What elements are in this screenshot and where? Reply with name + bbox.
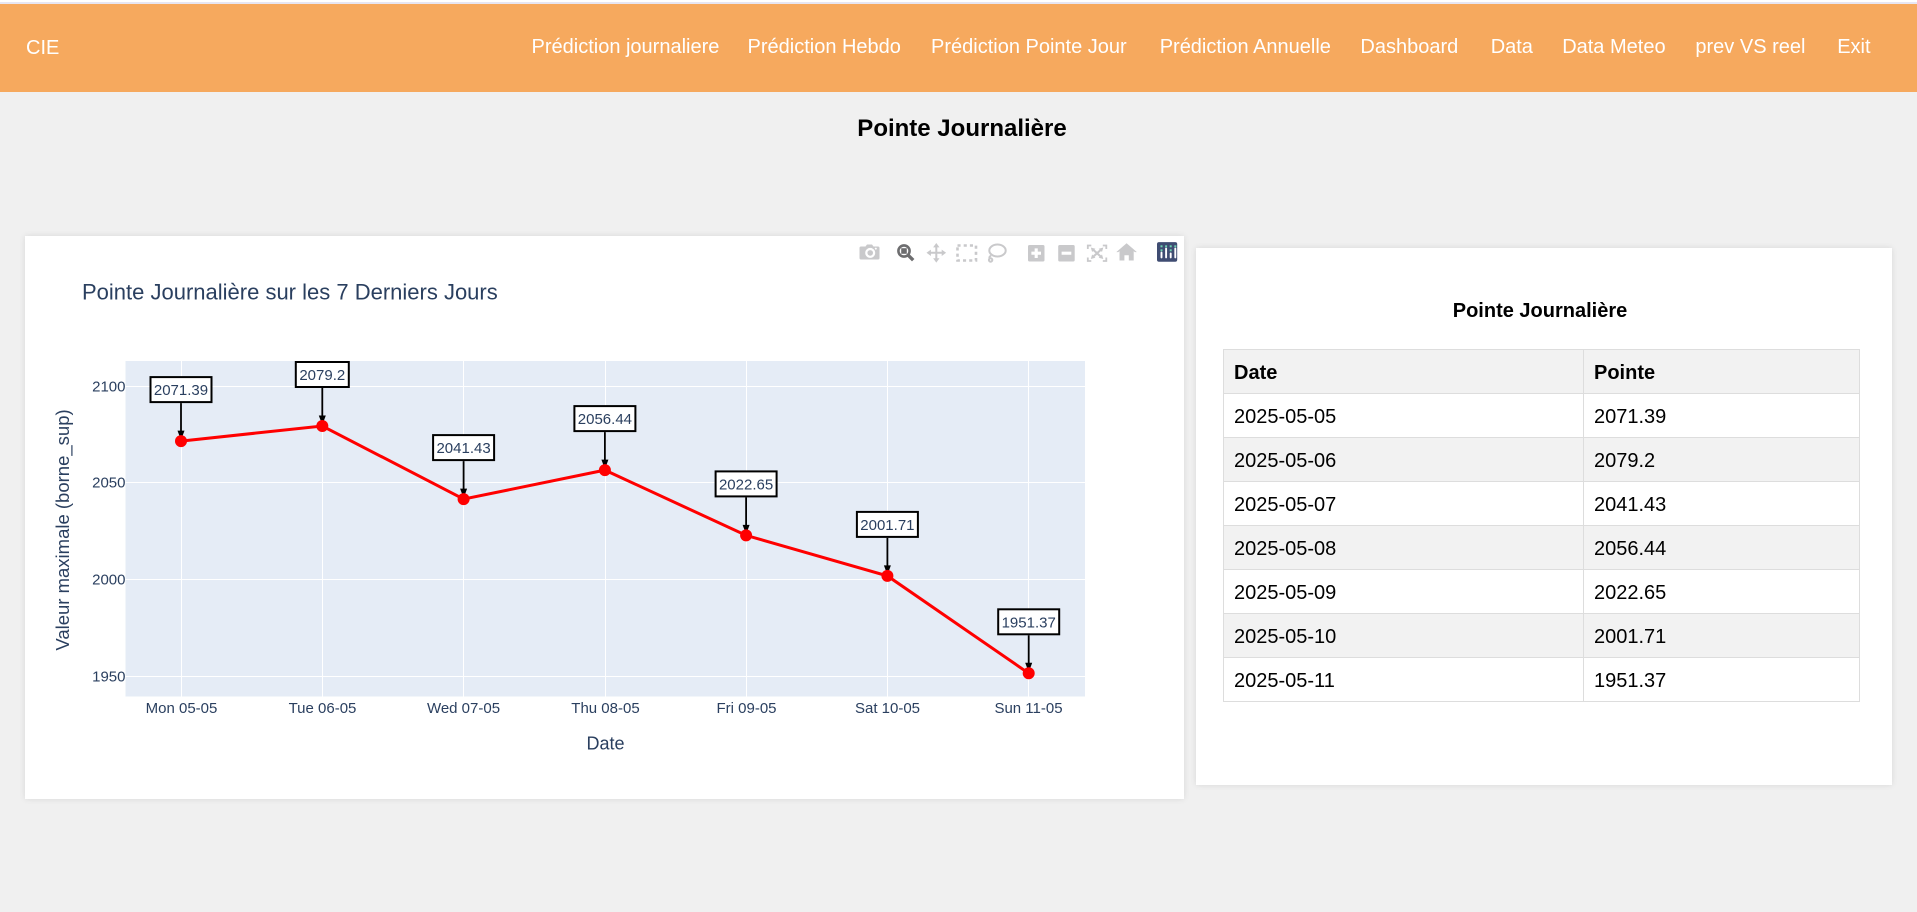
- svg-text:Date: Date: [586, 734, 624, 754]
- svg-text:2079.2: 2079.2: [299, 367, 345, 384]
- svg-text:2022.65: 2022.65: [719, 476, 773, 493]
- svg-text:2001.71: 2001.71: [860, 517, 914, 534]
- svg-text:Pointe Journalière sur les 7 D: Pointe Journalière sur les 7 Derniers Jo…: [82, 280, 498, 305]
- svg-text:Thu 08-05: Thu 08-05: [571, 700, 639, 717]
- svg-text:2000: 2000: [92, 572, 125, 589]
- svg-text:Sun 11-05: Sun 11-05: [994, 700, 1062, 717]
- svg-text:Mon 05-05: Mon 05-05: [146, 700, 218, 717]
- svg-text:2100: 2100: [92, 379, 125, 396]
- svg-text:1950: 1950: [92, 669, 125, 686]
- svg-text:Sat 10-05: Sat 10-05: [855, 700, 920, 717]
- svg-text:Valeur maximale (borne_sup): Valeur maximale (borne_sup): [52, 409, 74, 650]
- svg-text:2050: 2050: [92, 475, 125, 492]
- svg-text:2041.43: 2041.43: [436, 440, 490, 457]
- svg-text:Fri 09-05: Fri 09-05: [716, 700, 776, 717]
- svg-text:2056.44: 2056.44: [578, 411, 632, 428]
- svg-text:Tue 06-05: Tue 06-05: [289, 700, 357, 717]
- svg-text:2071.39: 2071.39: [154, 382, 208, 399]
- svg-text:1951.37: 1951.37: [1002, 614, 1056, 631]
- svg-text:Wed 07-05: Wed 07-05: [427, 700, 500, 717]
